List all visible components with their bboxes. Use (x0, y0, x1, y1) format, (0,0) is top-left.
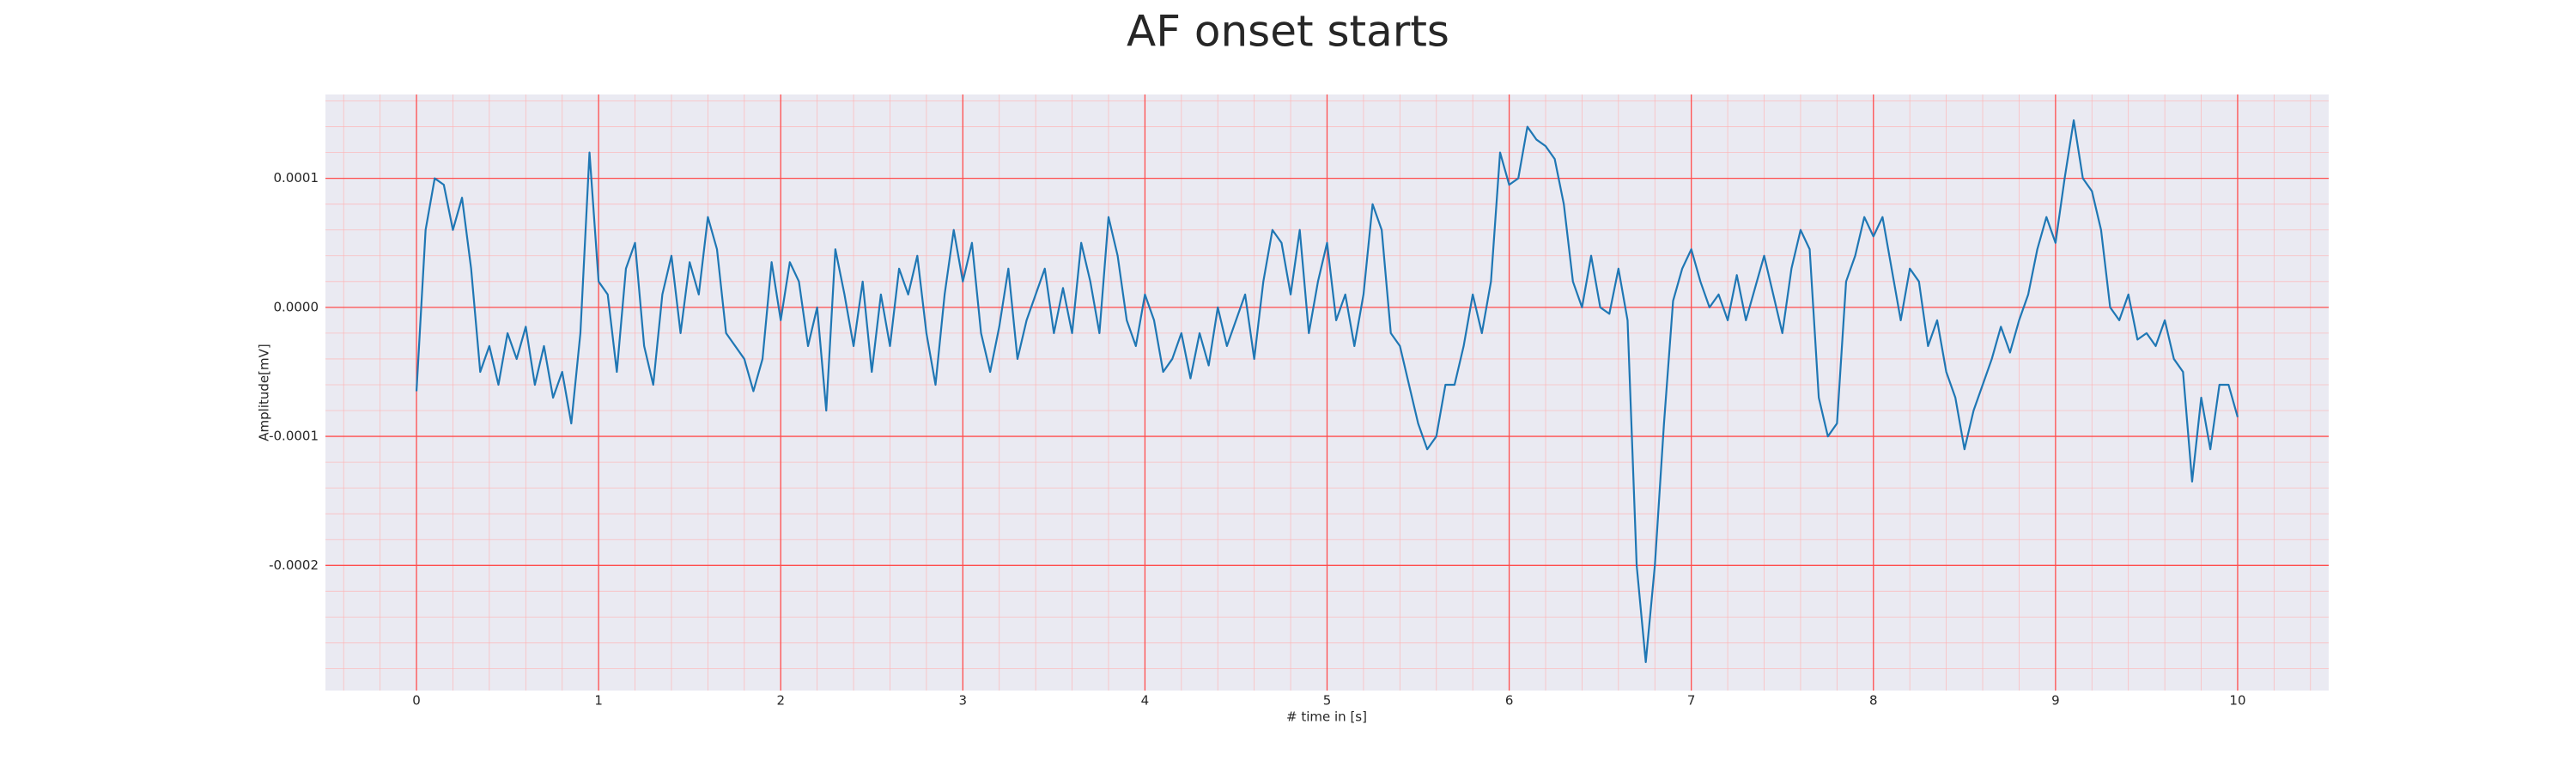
x-tick-label: 8 (1869, 693, 1878, 709)
chart-title: AF onset starts (1127, 7, 1449, 57)
x-tick-label: 1 (594, 693, 603, 709)
signal-line (415, 119, 2239, 664)
x-tick-label: 4 (1141, 693, 1150, 709)
y-axis-label: Amplitude[mV] (257, 344, 272, 441)
x-tick-label: 2 (776, 693, 785, 709)
x-axis-label: # time in [s] (1286, 709, 1367, 725)
x-tick-label: 6 (1505, 693, 1514, 709)
x-tick-label: 7 (1687, 693, 1696, 709)
x-tick-label: 9 (2051, 693, 2060, 709)
x-tick-label: 3 (959, 693, 968, 709)
y-tick-label: -0.0001 (269, 429, 319, 444)
x-tick-label: 5 (1323, 693, 1332, 709)
x-tick-label: 10 (2229, 693, 2245, 709)
y-tick-label: -0.0002 (269, 557, 319, 573)
y-tick-label: 0.0000 (274, 299, 319, 314)
x-tick-label: 0 (412, 693, 421, 709)
y-tick-label: 0.0001 (274, 170, 319, 186)
